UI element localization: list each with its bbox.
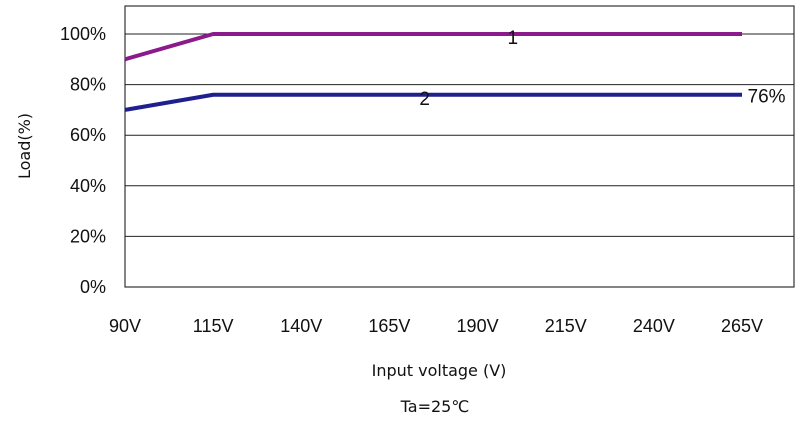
plot-area — [124, 5, 795, 288]
y-axis-title: Load(%) — [15, 113, 34, 179]
x-tick-label: 165V — [368, 316, 410, 336]
y-tick-label: 80% — [70, 75, 106, 95]
y-tick-label: 40% — [70, 176, 106, 196]
y-tick-label: 0% — [80, 277, 106, 297]
x-tick-label: 115V — [193, 316, 234, 336]
series-lines — [124, 32, 742, 112]
x-axis-title: Input voltage (V) — [372, 361, 507, 380]
x-tick-label: 265V — [721, 316, 763, 336]
series-1-line — [124, 32, 742, 62]
x-tick-label: 90V — [109, 316, 141, 336]
x-tick-label: 190V — [457, 316, 499, 336]
value-annotation: 76% — [748, 87, 786, 108]
x-tick-label: 240V — [633, 316, 675, 336]
x-tick-label: 215V — [545, 316, 587, 336]
series-labels: 1 2 76% — [419, 28, 785, 110]
series-2-label: 2 — [419, 89, 430, 110]
series-1-label: 1 — [508, 28, 519, 49]
y-tick-label: 20% — [70, 226, 106, 246]
ambient-temperature-note: Ta=25℃ — [400, 397, 470, 416]
x-tick-label: 140V — [280, 316, 322, 336]
y-tick-label: 100% — [60, 24, 106, 44]
y-tick-labels: 0% 20% 40% 60% 80% 100% — [60, 24, 106, 297]
x-tick-labels: 90V 115V 140V 165V 190V 215V 240V 265V — [109, 316, 763, 336]
y-tick-label: 60% — [70, 125, 106, 145]
series-2-line — [124, 92, 742, 112]
